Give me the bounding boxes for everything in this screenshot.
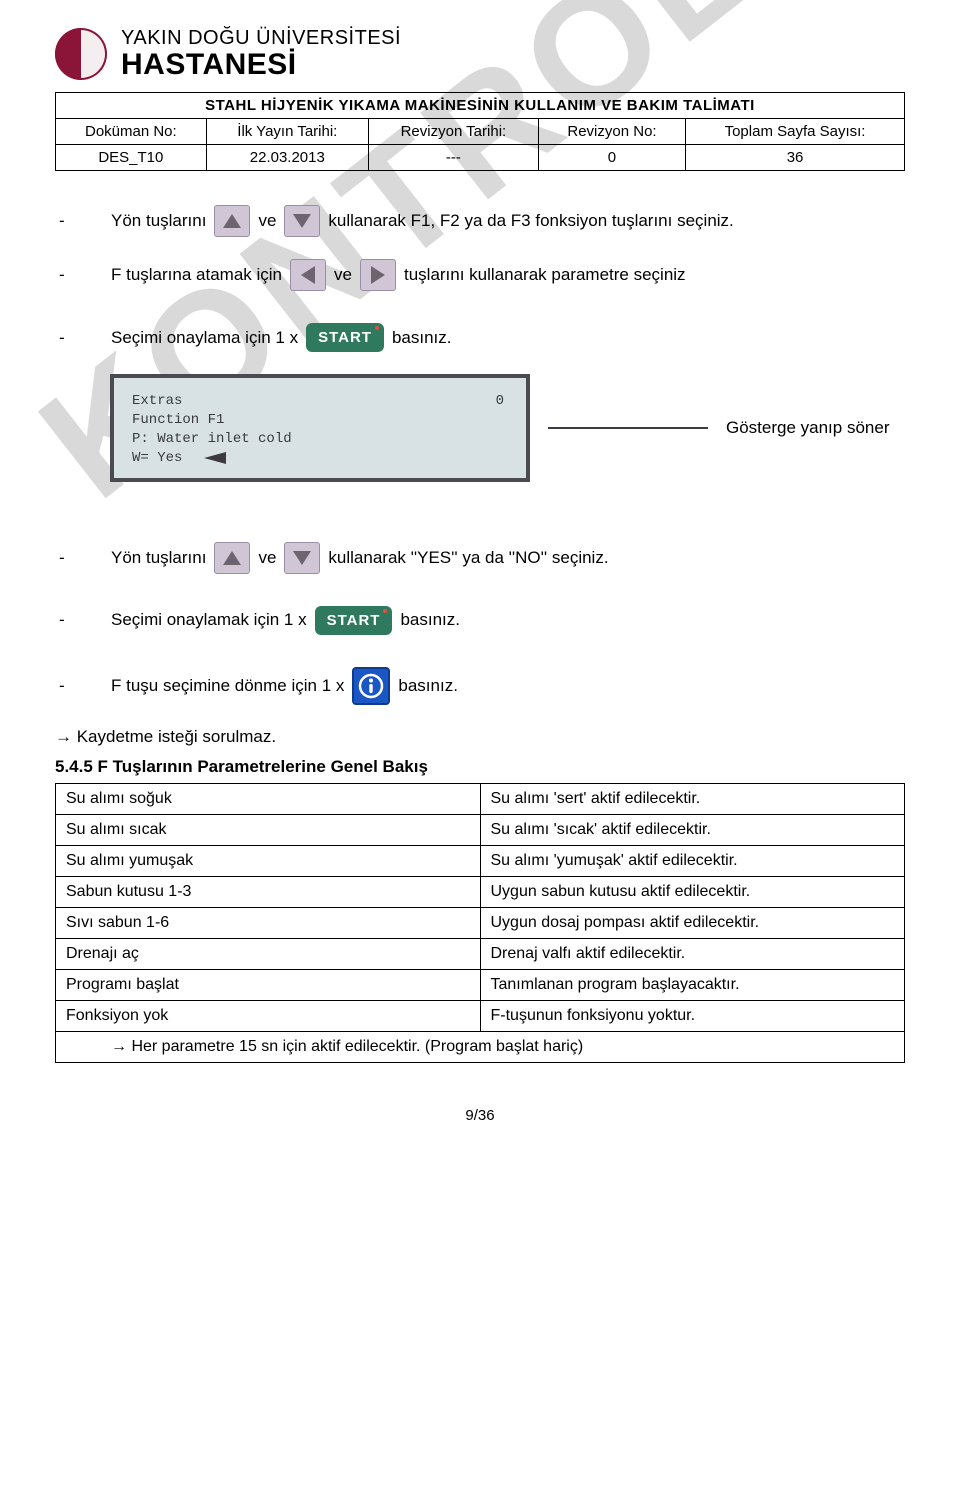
val-revdate: --- xyxy=(368,145,538,171)
step6-text-a: F tuşu seçimine dönme için 1 x xyxy=(111,676,344,696)
param-left: Sıvı sabun 1-6 xyxy=(56,907,481,938)
arrow-right-icon[interactable] xyxy=(360,259,396,291)
arrow-up-icon-2[interactable] xyxy=(214,542,250,574)
table-row: Drenajı açDrenaj valfı aktif edilecektir… xyxy=(56,938,905,969)
arrow-down-icon-2[interactable] xyxy=(284,542,320,574)
param-left: Sabun kutusu 1-3 xyxy=(56,876,481,907)
param-note: → Her parametre 15 sn için aktif edilece… xyxy=(56,1031,905,1062)
step-1: - Yön tuşlarını ve kullanarak F1, F2 ya … xyxy=(55,205,905,237)
param-left: Programı başlat xyxy=(56,969,481,1000)
lcd-note: Gösterge yanıp söner xyxy=(726,418,889,438)
param-right: Su alımı 'sıcak' aktif edilecektir. xyxy=(480,814,905,845)
arrow-up-icon[interactable] xyxy=(214,205,250,237)
table-row: Sabun kutusu 1-3Uygun sabun kutusu aktif… xyxy=(56,876,905,907)
logo-line2: HASTANESİ xyxy=(121,50,401,80)
step2-text-b: ve xyxy=(334,265,352,285)
logo-line1: YAKIN DOĞU ÜNİVERSİTESİ xyxy=(121,28,401,48)
param-right: Drenaj valfı aktif edilecektir. xyxy=(480,938,905,969)
step1-text-a: Yön tuşlarını xyxy=(111,211,206,231)
logo-icon xyxy=(55,28,107,80)
step-3: - Seçimi onaylama için 1 x START basınız… xyxy=(55,323,905,352)
section-heading: 5.4.5 F Tuşlarının Parametrelerine Genel… xyxy=(55,757,905,777)
param-right: Uygun dosaj pompası aktif edilecektir. xyxy=(480,907,905,938)
step5-text-b: basınız. xyxy=(400,610,460,630)
step6-text-b: basınız. xyxy=(398,676,458,696)
val-no: DES_T10 xyxy=(56,145,207,171)
step3-text-a: Seçimi onaylama için 1 x xyxy=(111,328,298,348)
start-button[interactable]: START xyxy=(306,323,384,352)
table-row: Su alımı yumuşakSu alımı 'yumuşak' aktif… xyxy=(56,845,905,876)
param-left: Fonksiyon yok xyxy=(56,1000,481,1031)
hdr-revno: Revizyon No: xyxy=(538,119,685,145)
step1-text-c: kullanarak F1, F2 ya da F3 fonksiyon tuş… xyxy=(328,211,733,231)
step4-text-c: kullanarak ''YES'' ya da ''NO'' seçiniz. xyxy=(328,548,608,568)
table-row: Sıvı sabun 1-6Uygun dosaj pompası aktif … xyxy=(56,907,905,938)
param-right: F-tuşunun fonksiyonu yoktur. xyxy=(480,1000,905,1031)
step5-text-a: Seçimi onaylamak için 1 x xyxy=(111,610,307,630)
start-button-2[interactable]: START xyxy=(315,606,393,635)
table-row: Su alımı soğukSu alımı 'sert' aktif edil… xyxy=(56,783,905,814)
val-revno: 0 xyxy=(538,145,685,171)
lcd-display-block: 0 Extras Function F1 P: Water inlet cold… xyxy=(110,374,905,482)
step2-text-a: F tuşlarına atamak için xyxy=(111,265,282,285)
table-row: Su alımı sıcakSu alımı 'sıcak' aktif edi… xyxy=(56,814,905,845)
doc-title: STAHL HİJYENİK YIKAMA MAKİNESİNİN KULLAN… xyxy=(56,93,905,119)
page-number: 9/36 xyxy=(55,1107,905,1124)
lcd-zero: 0 xyxy=(496,392,504,411)
lcd-line4: W= Yes xyxy=(132,449,182,468)
param-right: Su alımı 'yumuşak' aktif edilecektir. xyxy=(480,845,905,876)
info-button[interactable] xyxy=(352,667,390,705)
hdr-first: İlk Yayın Tarihi: xyxy=(206,119,368,145)
param-right: Tanımlanan program başlayacaktır. xyxy=(480,969,905,1000)
table-row: Fonksiyon yokF-tuşunun fonksiyonu yoktur… xyxy=(56,1000,905,1031)
arrow-left-icon[interactable] xyxy=(290,259,326,291)
lcd-display: 0 Extras Function F1 P: Water inlet cold… xyxy=(110,374,530,482)
param-right: Su alımı 'sert' aktif edilecektir. xyxy=(480,783,905,814)
lcd-line2: Function F1 xyxy=(132,411,508,430)
lcd-connector-line xyxy=(548,427,708,429)
step3-text-b: basınız. xyxy=(392,328,452,348)
val-first: 22.03.2013 xyxy=(206,145,368,171)
parameter-table: Su alımı soğukSu alımı 'sert' aktif edil… xyxy=(55,783,905,1063)
lcd-line3: P: Water inlet cold xyxy=(132,430,508,449)
step-4: - Yön tuşlarını ve kullanarak ''YES'' ya… xyxy=(55,542,905,574)
arrow-down-icon[interactable] xyxy=(284,205,320,237)
step-6: - F tuşu seçimine dönme için 1 x basınız… xyxy=(55,667,905,705)
step2-text-c: tuşlarını kullanarak parametre seçiniz xyxy=(404,265,686,285)
table-row: Programı başlatTanımlanan program başlay… xyxy=(56,969,905,1000)
param-left: Su alımı sıcak xyxy=(56,814,481,845)
doc-meta-table: STAHL HİJYENİK YIKAMA MAKİNESİNİN KULLAN… xyxy=(55,92,905,171)
param-right: Uygun sabun kutusu aktif edilecektir. xyxy=(480,876,905,907)
save-note: → Kaydetme isteği sorulmaz. xyxy=(55,727,905,747)
step-2: - F tuşlarına atamak için ve tuşlarını k… xyxy=(55,259,905,291)
hdr-pages: Toplam Sayfa Sayısı: xyxy=(686,119,905,145)
hdr-revdate: Revizyon Tarihi: xyxy=(368,119,538,145)
step-5: - Seçimi onaylamak için 1 x START basını… xyxy=(55,606,905,635)
lcd-pointer-icon xyxy=(204,452,226,464)
step1-text-b: ve xyxy=(258,211,276,231)
header-logo: YAKIN DOĞU ÜNİVERSİTESİ HASTANESİ xyxy=(55,28,905,80)
param-left: Su alımı yumuşak xyxy=(56,845,481,876)
param-left: Su alımı soğuk xyxy=(56,783,481,814)
hdr-no: Doküman No: xyxy=(56,119,207,145)
step4-text-a: Yön tuşlarını xyxy=(111,548,206,568)
param-left: Drenajı aç xyxy=(56,938,481,969)
step4-text-b: ve xyxy=(258,548,276,568)
lcd-line1: Extras xyxy=(132,392,508,411)
val-pages: 36 xyxy=(686,145,905,171)
